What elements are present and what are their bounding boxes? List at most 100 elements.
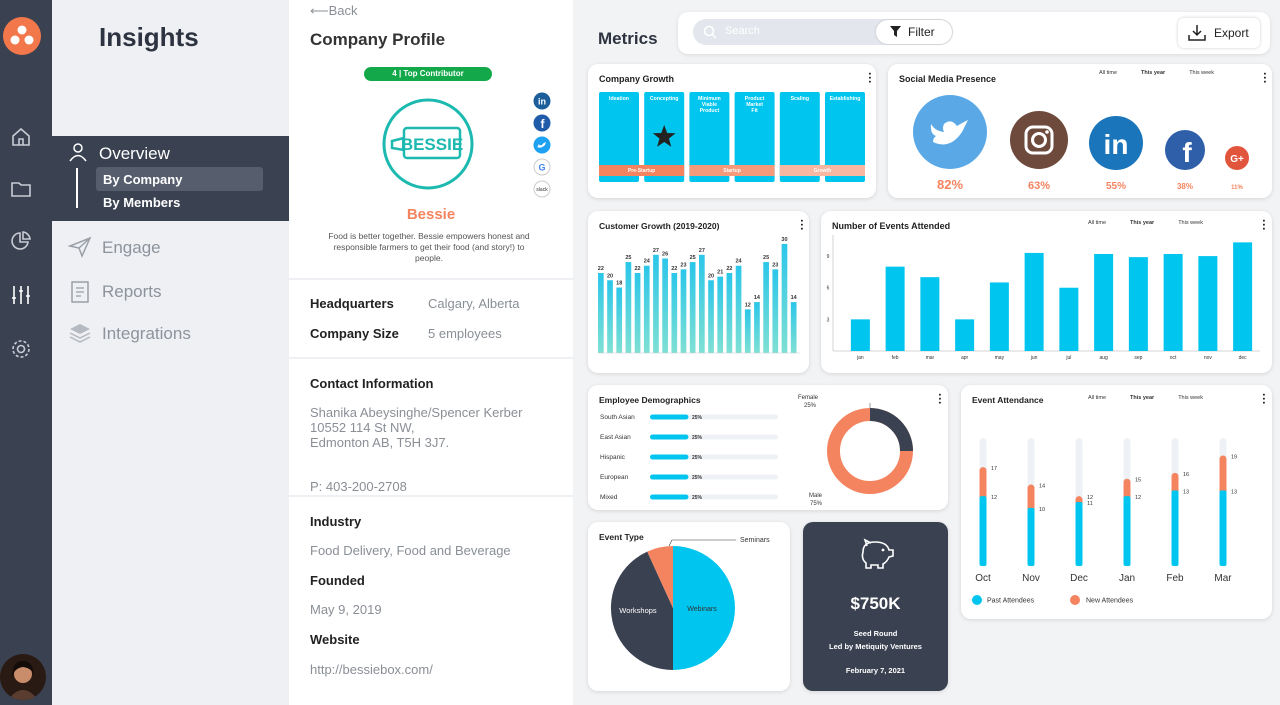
gear-icon[interactable] [10, 338, 32, 360]
app-logo-icon[interactable] [3, 17, 41, 55]
demographic-bar [650, 434, 689, 440]
events-bar [850, 319, 870, 351]
y-tick-label: 9 [827, 254, 830, 260]
sliders-icon[interactable] [10, 284, 32, 306]
nav-item-reports[interactable]: Reports [102, 282, 162, 301]
x-tick-label: feb [892, 355, 899, 361]
linkedin-icon [1089, 116, 1143, 170]
facebook-icon[interactable]: f [533, 114, 551, 132]
founded-label: Founded [310, 573, 365, 588]
svg-text:Workshops: Workshops [619, 606, 657, 615]
google-icon[interactable]: G [533, 158, 551, 176]
events-attended-card: Number of Events Attended All time This y… [821, 211, 1272, 373]
attendance-bar-past [1075, 502, 1083, 566]
customer-growth-label: 27 [653, 248, 659, 254]
user-icon [69, 143, 87, 162]
company-logo: BESSIE [382, 98, 474, 190]
svg-text:in: in [538, 97, 546, 107]
tab-this-week[interactable]: This week [1189, 70, 1214, 76]
hq-value: Calgary, Alberta [428, 296, 520, 311]
svg-text:f: f [541, 117, 546, 131]
svg-text:82%: 82% [937, 177, 963, 192]
hq-label: Headquarters [310, 296, 394, 311]
growth-stage [825, 92, 865, 182]
google-plus-icon [1225, 146, 1249, 170]
more-icon[interactable]: ··· [795, 219, 809, 231]
tab-this-year[interactable]: This year [1130, 220, 1155, 226]
slack-icon[interactable]: slack [533, 180, 551, 198]
avatar[interactable] [0, 654, 46, 700]
filter-button[interactable]: Filter [876, 20, 952, 44]
back-link[interactable]: ⟵Back [310, 3, 358, 18]
customer-growth-label: 22 [726, 266, 732, 272]
customer-growth-bar [744, 309, 751, 353]
more-icon[interactable]: ··· [1258, 72, 1272, 84]
company-growth-card: Company Growth ··· Ideation Concepting Min… [588, 64, 877, 198]
growth-stage-label: Ideation [609, 96, 629, 102]
more-icon[interactable]: ··· [1257, 393, 1271, 405]
home-icon[interactable] [10, 126, 32, 148]
contact-address-1: 10552 114 St NW, [310, 420, 415, 435]
nav-item-by-company-highlight [96, 167, 263, 191]
growth-stage [689, 92, 730, 182]
piggy-bank-icon [861, 538, 894, 569]
nav-item-by-members[interactable]: By Members [103, 195, 181, 210]
arrow-left-icon: ⟵ [310, 3, 329, 18]
male-value: 75% [810, 501, 823, 507]
tab-all-time[interactable]: All time [1099, 70, 1118, 76]
pie-slice-seminars [647, 546, 673, 608]
more-icon[interactable]: ··· [863, 72, 877, 84]
website-link[interactable]: http://bessiebox.com/ [310, 662, 433, 677]
export-button[interactable]: Export [1178, 18, 1260, 48]
twitter-icon[interactable] [533, 136, 551, 154]
more-icon[interactable]: ··· [1257, 219, 1271, 231]
tab-this-week[interactable]: This week [1178, 220, 1203, 226]
events-bar [885, 266, 905, 351]
tab-all-time[interactable]: All time [1088, 395, 1107, 401]
tab-all-time[interactable]: All time [1088, 220, 1107, 226]
customer-growth-bar [616, 287, 623, 353]
customer-growth-bar [754, 302, 760, 353]
customer-growth-bar [671, 273, 678, 353]
tab-this-year[interactable]: This year [1141, 70, 1166, 76]
demographic-bar [650, 494, 689, 500]
tab-this-week[interactable]: This week [1178, 395, 1203, 401]
events-attended-title: Number of Events Attended [832, 221, 951, 231]
legend-past-label: Past Attendees [987, 598, 1035, 605]
growth-phase [689, 165, 775, 176]
attendance-new-value: 16 [1183, 472, 1189, 478]
attendance-bar-past [1027, 507, 1035, 566]
nav-item-integrations[interactable]: Integrations [102, 324, 191, 343]
nav-item-engage[interactable]: Engage [102, 238, 161, 257]
legend-new-label: New Attendees [1086, 598, 1134, 605]
customer-growth-label: 24 [644, 259, 651, 265]
nav-tree-line [76, 168, 78, 208]
demographic-value: 25% [692, 455, 703, 461]
metrics-title: Metrics [598, 29, 658, 48]
linkedin-icon[interactable]: in [533, 92, 551, 110]
nav-item-overview[interactable]: Overview [99, 144, 170, 163]
customer-growth-card: Customer Growth (2019-2020) ··· 22 20 18 25… [588, 211, 809, 373]
download-icon [1188, 25, 1206, 41]
more-icon[interactable]: ··· [933, 393, 947, 405]
growth-stage-label: Market [746, 102, 763, 108]
folder-icon[interactable] [10, 178, 32, 200]
icon-rail [0, 0, 52, 705]
svg-text:f: f [1182, 137, 1192, 168]
social-links: in f G slack [533, 92, 551, 198]
customer-growth-label: 22 [671, 266, 677, 272]
customer-growth-bar [598, 273, 604, 353]
customer-growth-bar [726, 273, 733, 353]
star-icon [652, 125, 676, 147]
customer-growth-chart: 2220182522242726222325272021222412142523… [598, 237, 800, 354]
instagram-icon [1010, 111, 1068, 169]
events-bar [1059, 287, 1079, 351]
nav-item-by-company[interactable]: By Company [103, 172, 183, 187]
svg-text:Webinars: Webinars [687, 606, 717, 613]
growth-stage-label: Scaling [791, 96, 809, 102]
tab-this-year[interactable]: This year [1130, 395, 1155, 401]
pie-chart-icon[interactable] [10, 230, 32, 252]
svg-text:BESSIE: BESSIE [401, 135, 463, 154]
events-bar [955, 319, 975, 351]
growth-stage [779, 92, 820, 182]
